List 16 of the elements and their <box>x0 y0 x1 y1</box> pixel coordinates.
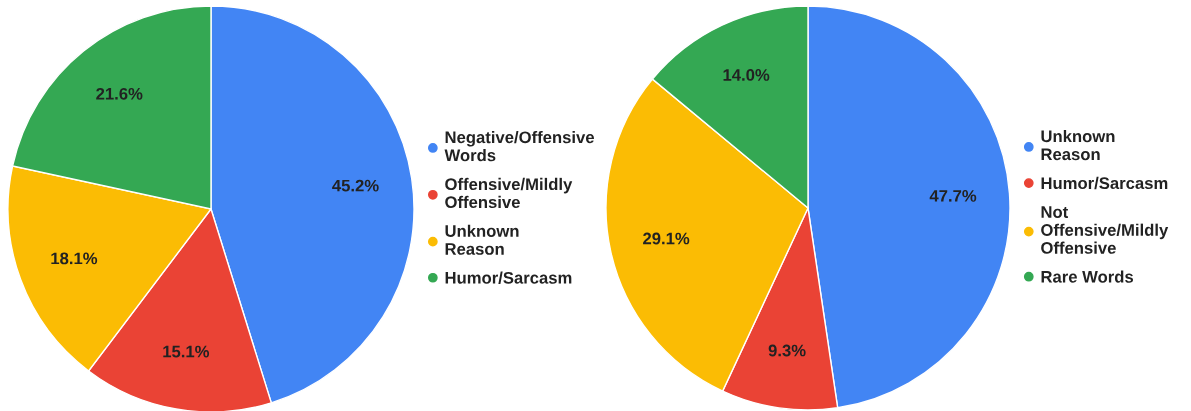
data-label: 18.1% <box>51 252 98 265</box>
data-label: 29.1% <box>643 232 690 245</box>
legend-label: Unknown Reason <box>1041 130 1115 161</box>
data-label: 9.3% <box>768 344 806 357</box>
legend-label: Humor/Sarcasm <box>445 271 572 284</box>
data-label: 47.7% <box>929 190 977 202</box>
data-label: 21.6% <box>96 87 143 100</box>
legend-label: Offensive/Mildly Offensive <box>445 177 573 209</box>
legend-label: Negative/Offensive Words <box>444 130 594 162</box>
legend-label: Not Offensive/Mildly Offensive <box>1041 206 1169 254</box>
data-label: 15.1% <box>163 345 210 358</box>
legend-label: Humor/Sarcasm <box>1041 176 1168 190</box>
data-label: 14.0% <box>723 69 770 81</box>
legend-label: Rare Words <box>1041 270 1134 283</box>
legend-label: Unknown Reason <box>445 224 519 255</box>
data-label: 45.2% <box>332 179 379 192</box>
